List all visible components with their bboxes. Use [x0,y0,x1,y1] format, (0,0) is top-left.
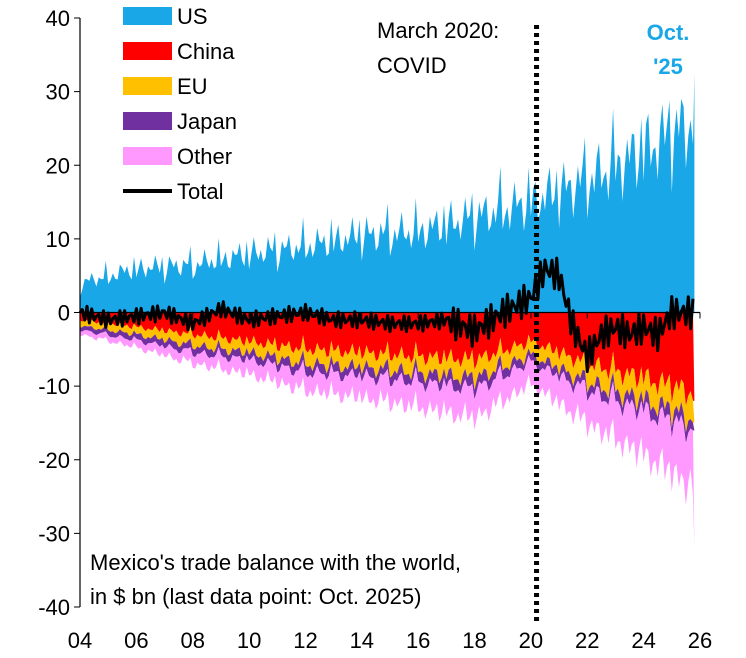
x-tick-label: 06 [124,628,148,653]
axes: -40 -30 -20 -10 0 10 20 30 40 04 06 08 10 12 14 16 18 20 2… [38,6,712,653]
series-area-china [80,312,695,406]
x-tick-label: 18 [462,628,486,653]
legend-label-us: US [177,4,208,29]
series-area-other [80,330,695,549]
legend-swatch-eu [123,77,172,95]
series-area-japan [80,325,695,444]
x-tick-label: 24 [631,628,655,653]
y-tick-label: -10 [38,374,70,399]
legend-swatch-japan [123,112,172,130]
y-tick-label: 20 [46,153,70,178]
legend-swatch-china [123,42,172,60]
covid-annotation-text: March 2020: [377,18,499,43]
x-tick-label: 20 [519,628,543,653]
annotations: March 2020: COVID Oct. '25 Mexico's trade ba… [90,18,689,622]
legend-swatch-other [123,147,172,165]
series-line-total [78,256,695,374]
legend-label-eu: EU [177,74,208,99]
x-tick-label: 14 [350,628,374,653]
y-tick-label: -20 [38,448,70,473]
y-tick-label: -40 [38,595,70,620]
y-tick-label: 10 [46,227,70,252]
y-tick-label: 30 [46,80,70,105]
legend-label-japan: Japan [177,109,237,134]
series-area-us [80,73,695,313]
series-area-eu [80,319,695,433]
legend-label-total: Total [177,179,223,204]
x-tick-label: 04 [68,628,92,653]
chart-caption: in $ bn (last data point: Oct. 2025) [90,584,421,609]
x-tick-label: 26 [688,628,712,653]
y-tick-label: -30 [38,521,70,546]
legend-label-other: Other [177,144,232,169]
y-tick-label: 0 [58,301,70,326]
legend-swatch-us [123,7,172,25]
x-tick-label: 16 [406,628,430,653]
x-tick-label: 22 [575,628,599,653]
y-tick-label: 40 [46,6,70,31]
covid-annotation-text: COVID [377,53,447,78]
x-tick-label: 08 [180,628,204,653]
last-point-annotation-text: '25 [653,54,683,79]
x-tick-label: 10 [237,628,261,653]
chart-caption: Mexico's trade balance with the world, [90,550,461,575]
legend-label-china: China [177,39,235,64]
legend: US China EU Japan Other Total [123,4,237,204]
x-tick-label: 12 [293,628,317,653]
total-line-group [78,256,695,374]
last-point-annotation-text: Oct. [647,20,690,45]
stacked-areas [80,73,695,549]
